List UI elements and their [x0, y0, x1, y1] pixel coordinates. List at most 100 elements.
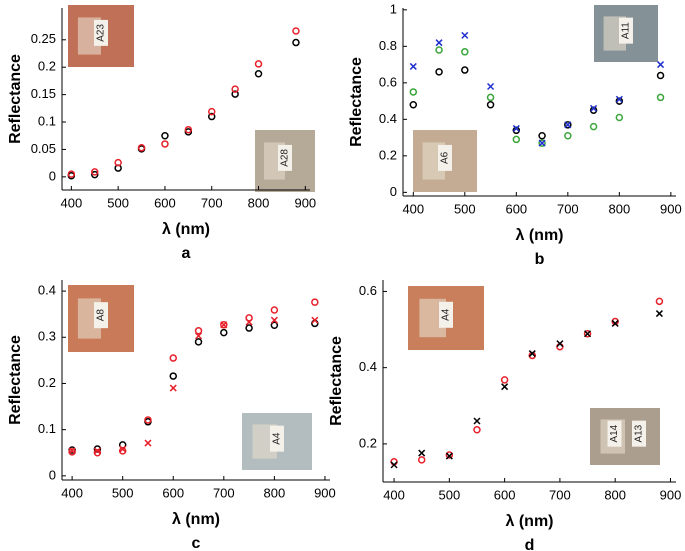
point — [270, 316, 278, 324]
point — [512, 124, 520, 132]
point — [68, 448, 76, 456]
x-tick-label: 400 — [383, 487, 405, 502]
y-tick-label: 0.2 — [38, 59, 56, 74]
point-stroke — [487, 82, 495, 91]
inset-label-box — [607, 420, 622, 447]
point — [589, 122, 598, 131]
point-stroke — [538, 139, 546, 147]
point — [461, 48, 469, 56]
point — [231, 90, 239, 98]
point — [445, 452, 453, 460]
point — [615, 97, 624, 105]
point — [245, 318, 253, 326]
point — [435, 46, 443, 54]
point — [144, 439, 152, 447]
point — [270, 306, 279, 314]
inset-label: A8 — [96, 309, 107, 322]
inset-label-box — [278, 144, 292, 171]
x-tick-label: 500 — [112, 485, 134, 500]
y-tick-label: 0.15 — [31, 86, 56, 101]
y-tick-label: 0.2 — [379, 147, 397, 162]
x-tick-label: 800 — [264, 485, 286, 500]
inset-label-box — [439, 301, 453, 328]
point — [486, 100, 495, 109]
point — [245, 324, 253, 332]
point — [67, 170, 76, 178]
point — [169, 384, 177, 392]
point-stroke — [655, 310, 663, 318]
point — [564, 121, 572, 129]
point — [390, 461, 398, 469]
point-stroke — [390, 461, 398, 469]
point — [611, 317, 619, 326]
point — [583, 329, 592, 338]
x-tick-label: 400 — [402, 201, 424, 216]
y-tick-label: 0.6 — [379, 74, 397, 89]
x-tick-label: 700 — [557, 201, 579, 216]
point — [486, 93, 495, 102]
point — [461, 66, 469, 74]
point — [91, 170, 99, 179]
point-stroke — [657, 61, 665, 69]
y-tick-label: 0.2 — [359, 435, 377, 450]
point — [590, 104, 598, 112]
x-tick-label: 500 — [107, 195, 129, 210]
point-stroke — [270, 316, 278, 324]
inset-label: A4 — [272, 432, 283, 445]
inset-label: A4 — [441, 308, 452, 321]
y-tick-label: 0.6 — [359, 283, 377, 298]
point — [119, 445, 127, 453]
point — [445, 451, 454, 459]
point — [655, 297, 664, 306]
x-axis-label: λ (nm) — [162, 221, 210, 238]
inset-label-box — [94, 302, 108, 329]
point-stroke — [119, 445, 127, 453]
point — [93, 448, 102, 457]
y-tick-label: 0 — [390, 184, 397, 199]
y-tick-label: 0.4 — [38, 283, 56, 298]
point — [137, 144, 146, 152]
x-tick-label: 700 — [201, 195, 223, 210]
x-tick-label: 700 — [213, 485, 235, 500]
point-stroke — [611, 319, 619, 327]
point — [292, 38, 300, 47]
point — [311, 298, 319, 306]
x-tick-label: 400 — [61, 485, 83, 500]
point — [254, 70, 263, 78]
point — [194, 332, 203, 340]
point — [194, 327, 203, 335]
point — [528, 350, 536, 358]
y-tick-label: 1 — [390, 1, 397, 16]
y-tick-label: 0.8 — [379, 38, 397, 53]
x-tick-label: 700 — [549, 487, 571, 502]
point — [91, 168, 99, 176]
x-tick-label: 900 — [314, 485, 336, 500]
point — [473, 426, 481, 434]
panel-label: c — [192, 535, 201, 551]
point — [194, 338, 203, 346]
inset-label-box — [438, 144, 452, 171]
point — [435, 68, 443, 76]
point — [500, 376, 509, 384]
point — [418, 449, 426, 457]
point — [435, 39, 443, 47]
x-axis-label: λ (nm) — [516, 227, 564, 244]
y-axis-label: Reflectance — [328, 336, 345, 426]
x-tick-label: 800 — [608, 201, 630, 216]
point-stroke — [512, 124, 520, 132]
y-tick-label: 0.05 — [31, 141, 56, 156]
inset-label: A11 — [621, 22, 632, 39]
point — [169, 372, 177, 380]
point-stroke — [93, 447, 101, 455]
point — [93, 445, 102, 453]
point — [409, 88, 418, 96]
y-axis-label: Reflectance — [7, 54, 24, 144]
inset-label: A13 — [634, 424, 645, 442]
point — [68, 447, 76, 455]
x-tick-label: 900 — [294, 195, 316, 210]
x-axis-label: λ (nm) — [506, 513, 554, 530]
point — [512, 135, 521, 144]
point — [655, 310, 663, 318]
point — [656, 93, 665, 102]
panel-label: d — [525, 537, 535, 551]
